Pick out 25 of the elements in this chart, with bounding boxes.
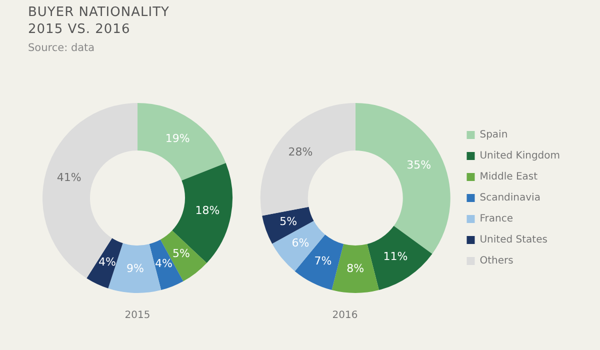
data-label: 4% [155, 257, 172, 270]
legend-label: United States [480, 234, 548, 246]
data-label: 28% [288, 145, 313, 158]
data-label: 11% [383, 250, 408, 263]
data-label: 8% [346, 262, 364, 276]
legend-label: Others [480, 256, 514, 267]
chart-title: BUYER NATIONALITY 2015 VS. 2016 [28, 4, 170, 38]
legend-label: Scandinavia [480, 192, 540, 204]
data-label: 6% [292, 236, 310, 250]
data-label: 5% [172, 247, 190, 260]
data-label: 35% [406, 158, 432, 172]
data-label: 5% [280, 214, 298, 228]
legend-label: France [480, 214, 513, 225]
source-note: Source: data [28, 42, 96, 54]
legend-label: Spain [480, 130, 508, 141]
data-label: 19% [165, 132, 190, 145]
data-label: 41% [56, 170, 82, 184]
text: 2016 [331, 310, 359, 321]
data-label: 18% [195, 204, 220, 218]
text: 2015 [124, 310, 152, 321]
data-label: 9% [126, 262, 144, 276]
data-label: 7% [314, 254, 332, 268]
legend-label: United Kingdom [480, 150, 560, 162]
data-label: 4% [98, 255, 116, 268]
legend-label: Middle East [480, 172, 538, 183]
